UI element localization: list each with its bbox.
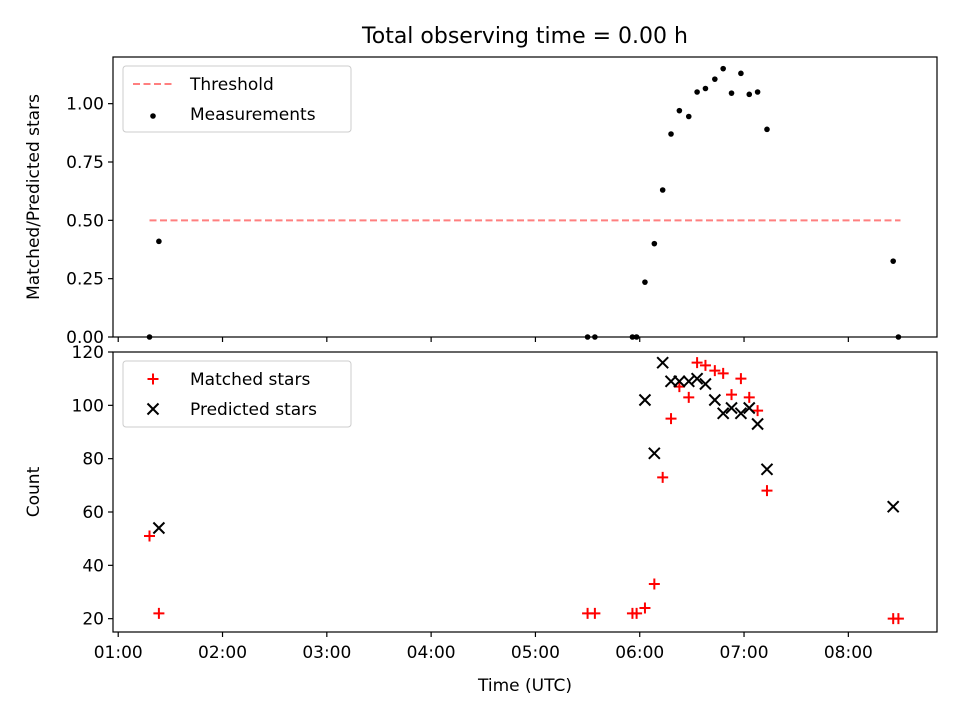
matched-star-point — [717, 367, 729, 379]
measurement-point — [584, 334, 591, 340]
measurement-point — [659, 187, 666, 193]
y-tick-label: 1.00 — [66, 95, 104, 115]
legend-box — [122, 65, 352, 133]
matched-star-point — [752, 405, 764, 417]
plot-area — [146, 65, 902, 340]
measurement-point — [592, 334, 598, 340]
figure-title: Total observing time = 0.00 h — [361, 24, 688, 49]
plot-area — [144, 356, 904, 625]
predicted-star-point — [886, 500, 900, 513]
bottom-panel: 20 40 60 80 100 120 01:00 02:00 03:00 04:00 05:00 0… — [24, 343, 938, 696]
measurement-point — [676, 107, 683, 114]
matched-star-point — [892, 613, 904, 625]
matched-star-point — [144, 530, 156, 542]
predicted-star-point — [734, 407, 748, 420]
predicted-star-point — [716, 407, 730, 420]
measurement-point — [629, 334, 636, 340]
y-tick-label: 120 — [72, 343, 104, 363]
measurement-point — [702, 85, 709, 92]
matched-star-point — [153, 607, 165, 619]
measurement-point — [694, 89, 700, 95]
measurement-point — [720, 65, 726, 72]
matched-star-point — [589, 607, 601, 619]
measurement-point — [764, 126, 770, 133]
matched-star-point — [631, 607, 643, 619]
legend-matched-swatch — [147, 373, 159, 385]
measurement-point — [754, 89, 761, 95]
legend-box — [122, 360, 352, 428]
legend: Threshold Measurements — [122, 65, 352, 133]
legend: Matched stars Predicted stars — [122, 360, 352, 428]
matched-star-point — [657, 471, 669, 483]
y-tick-label: 80 — [82, 450, 104, 470]
predicted-star-point — [708, 393, 722, 407]
predicted-star-point — [152, 521, 166, 535]
predicted-star-point — [751, 417, 764, 431]
top-panel: 0.00 0.25 0.50 0.75 1.00 Matched/Predicted st… — [24, 56, 938, 348]
predicted-star-point — [690, 372, 704, 385]
matched-star-point — [683, 391, 695, 403]
legend-label: Measurements — [190, 105, 316, 125]
predicted-star-point — [673, 375, 686, 388]
legend-label: Matched stars — [190, 370, 310, 390]
matched-star-point — [639, 602, 651, 614]
measurement-point — [156, 238, 162, 245]
axes-frame — [112, 351, 938, 633]
x-tick-label: 03:00 — [302, 643, 351, 663]
measurement-point — [685, 113, 692, 120]
matched-star-point — [648, 578, 660, 590]
x-tick-label: 02:00 — [198, 643, 247, 663]
predicted-star-point — [656, 356, 669, 369]
predicted-star-point — [699, 377, 712, 391]
x-tick-label: 01:00 — [94, 643, 143, 663]
measurement-point — [651, 240, 658, 247]
y-tick-label: 20 — [82, 610, 104, 630]
predicted-star-point — [743, 401, 756, 415]
y-tick-label: 0.00 — [66, 328, 104, 348]
x-tick-label: 06:00 — [615, 643, 664, 663]
matched-star-point — [665, 413, 677, 425]
measurement-point — [890, 258, 896, 264]
matched-star-point — [709, 365, 721, 377]
measurement-point — [746, 91, 753, 98]
legend-predicted-swatch — [146, 402, 160, 416]
predicted-star-point — [638, 393, 652, 407]
y-tick-label: 40 — [82, 556, 104, 576]
y-tick-label: 0.25 — [66, 270, 104, 290]
predicted-star-point — [648, 447, 661, 460]
measurement-point — [728, 90, 735, 96]
predicted-star-point — [725, 401, 738, 415]
legend-label: Threshold — [189, 75, 274, 95]
legend-label: Predicted stars — [190, 400, 317, 420]
y-axis-label: Matched/Predicted stars — [24, 94, 44, 300]
x-axis-label: Time (UTC) — [477, 676, 572, 696]
measurement-point — [633, 334, 640, 340]
matched-star-point — [761, 485, 773, 497]
matched-star-point — [699, 359, 711, 371]
matched-star-point — [743, 391, 755, 403]
y-axis-label: Count — [24, 466, 44, 517]
y-tick-label: 0.75 — [66, 153, 104, 173]
x-tick-label: 08:00 — [824, 643, 873, 663]
measurement-point — [712, 76, 718, 82]
predicted-star-point — [682, 375, 695, 388]
measurement-point — [146, 334, 153, 340]
measurement-point — [895, 334, 902, 340]
measurement-point — [642, 279, 648, 285]
x-tick-label: 05:00 — [511, 643, 560, 663]
matched-star-point — [691, 357, 703, 369]
measurement-point — [668, 131, 674, 137]
x-tick-label: 07:00 — [720, 643, 769, 663]
matched-star-point — [726, 389, 738, 401]
matched-star-point — [735, 373, 747, 385]
predicted-star-point — [760, 463, 774, 476]
y-tick-label: 0.50 — [66, 211, 104, 231]
y-tick-label: 100 — [72, 396, 104, 416]
measurement-point — [738, 70, 744, 77]
x-tick-label: 04:00 — [407, 643, 456, 663]
y-tick-label: 60 — [82, 503, 104, 523]
axes-frame — [112, 56, 938, 338]
legend-measurement-swatch — [150, 113, 156, 119]
